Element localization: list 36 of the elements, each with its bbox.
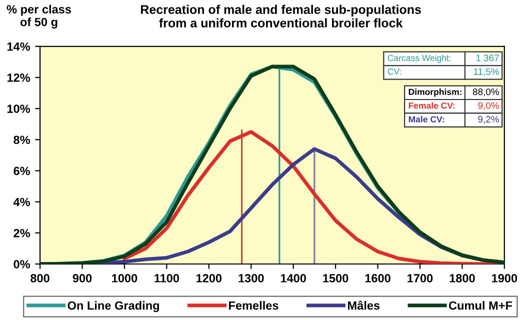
legend-label: Femelles <box>229 301 278 310</box>
annotation: 11,5% <box>474 68 499 76</box>
legend-label: Cumul M+F <box>449 301 512 310</box>
legend-label: Mâles <box>348 300 380 310</box>
y-tick-label: 12% <box>7 74 30 82</box>
x-tick-label: 1200 <box>196 274 222 282</box>
x-tick-label: 1000 <box>112 274 138 282</box>
annotation: Dimorphism: <box>408 88 462 97</box>
y-tick-label: 2% <box>14 228 30 238</box>
y-axis-title: % per class of 50 g <box>6 4 72 29</box>
y-tick-label: 8% <box>14 136 30 144</box>
x-tick-label: 1300 <box>238 274 264 282</box>
annotation: Carcass Weight: <box>388 54 451 63</box>
annotation: 9,0% <box>478 102 499 110</box>
x-tick-label: 1100 <box>154 274 180 282</box>
annotation: Female CV: <box>408 102 455 109</box>
y-tick-label: 0% <box>14 260 30 268</box>
x-tick-label: 1500 <box>323 274 348 282</box>
x-tick-label: 900 <box>72 274 92 282</box>
x-tick-label: 1800 <box>450 274 475 282</box>
y-tick-label: 4% <box>13 198 30 206</box>
annotation: 9,2% <box>478 116 499 124</box>
legend-label: On Line Grading <box>68 301 159 312</box>
annotation: Male CV: <box>408 116 444 122</box>
annotation: 88,0% <box>472 88 499 96</box>
x-tick-label: 1400 <box>280 274 306 282</box>
chart-title: Recreation of male and female sub-populations from a uniform conventional broiler flock <box>140 4 421 28</box>
y-tick-label: 14% <box>7 42 30 51</box>
annotation: CV: <box>388 68 401 75</box>
x-tick-label: 800 <box>30 274 50 282</box>
annotation: 1 367 <box>476 54 499 62</box>
x-tick-label: 1700 <box>408 274 433 282</box>
y-tick-label: 10% <box>7 104 30 113</box>
y-tick-label: 6% <box>14 166 30 176</box>
x-tick-label: 1600 <box>365 274 390 282</box>
x-tick-label: 1900 <box>492 274 518 282</box>
